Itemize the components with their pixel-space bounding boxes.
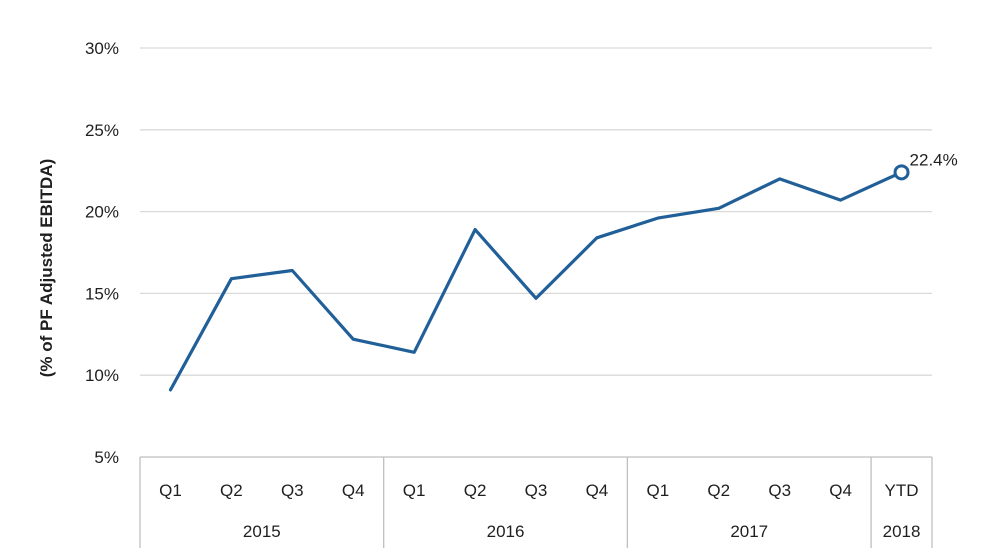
x-group-label: 2018: [883, 522, 921, 541]
gridlines: [140, 47, 932, 376]
y-tick-label: 5%: [94, 448, 119, 467]
x-tick-label: Q3: [525, 481, 548, 500]
x-group-label: 2016: [487, 522, 525, 541]
y-axis-tick-labels: 5% 10% 15% 20% 25% 30%: [85, 39, 119, 467]
x-tick-label: Q1: [647, 481, 670, 500]
highlight-marker: [893, 164, 910, 181]
x-tick-label: YTD: [885, 481, 919, 500]
data-series: [168, 170, 904, 392]
x-tick-label: Q1: [403, 481, 426, 500]
y-tick-label: 20%: [85, 203, 119, 222]
series-line: [168, 170, 904, 392]
x-tick-label: Q3: [768, 481, 791, 500]
x-tick-label: Q4: [829, 481, 852, 500]
x-tick-label: Q1: [159, 481, 182, 500]
y-tick-label: 30%: [85, 39, 119, 58]
x-group-label: 2015: [243, 522, 281, 541]
y-tick-label: 15%: [85, 284, 119, 303]
x-group-label: 2017: [730, 522, 768, 541]
x-tick-label: Q2: [464, 481, 487, 500]
data-label: 22.4%: [910, 150, 958, 169]
x-tick-label: Q3: [281, 481, 304, 500]
x-tick-label: Q2: [707, 481, 730, 500]
y-tick-label: 10%: [85, 366, 119, 385]
x-axis: Q1 Q2 Q3 Q4 Q1 Q2 Q3 Q4 Q1 Q2 Q3 Q4 YTD 2015 2016 2017 2…: [139, 456, 933, 548]
y-tick-label: 25%: [85, 121, 119, 140]
x-tick-label: Q4: [342, 481, 365, 500]
y-axis-title: (% of PF Adjusted EBITDA): [37, 159, 56, 377]
x-tick-label: Q2: [220, 481, 243, 500]
x-tick-label: Q4: [586, 481, 609, 500]
annotations: 22.4%: [893, 150, 958, 181]
